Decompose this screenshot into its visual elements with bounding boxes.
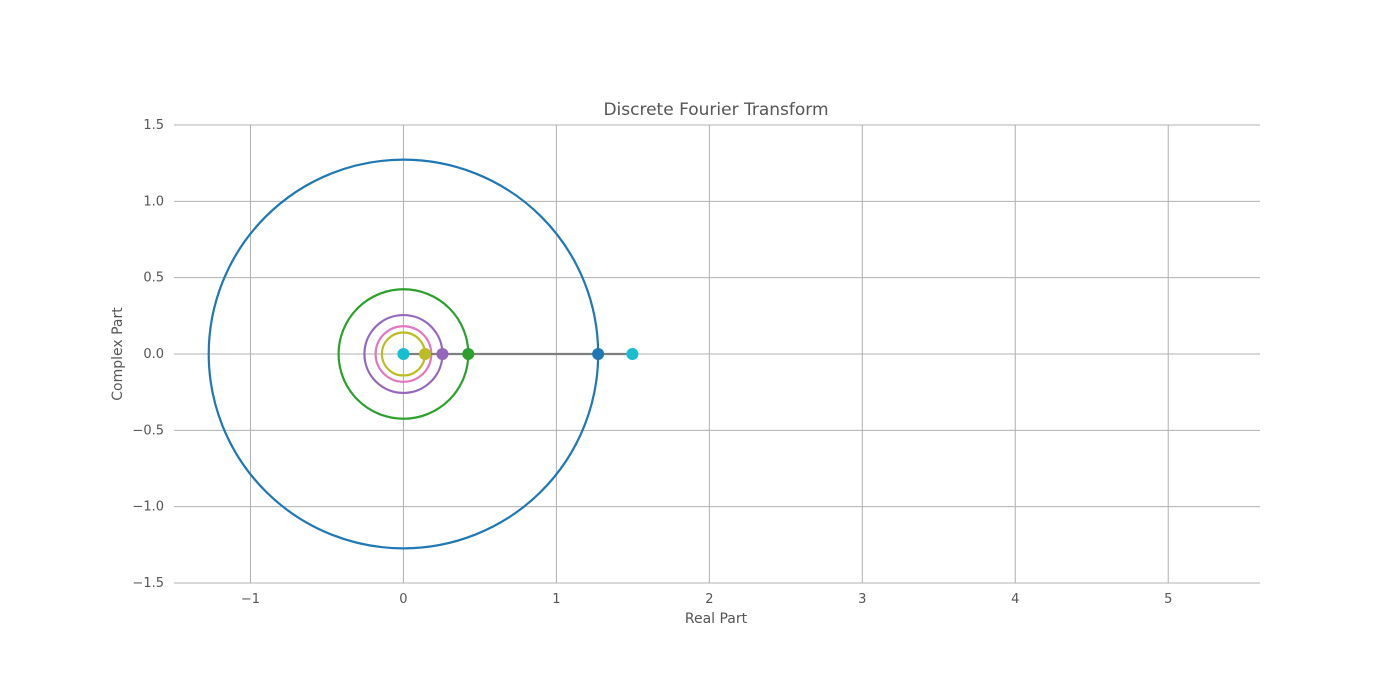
points <box>397 348 639 360</box>
y-tick-label: 0.0 <box>143 347 164 362</box>
x-tick-label: 4 <box>1011 592 1019 607</box>
grid <box>174 124 1260 584</box>
y-tick-label: −1.5 <box>132 576 164 591</box>
y-tick-label: 1.0 <box>143 194 164 209</box>
x-tick-label: −1 <box>241 592 260 607</box>
x-tick-label: 5 <box>1164 592 1172 607</box>
x-tick-label: 2 <box>705 592 713 607</box>
y-axis-title: Complex Part <box>110 307 126 401</box>
data-point <box>462 348 475 360</box>
x-tick-label: 0 <box>399 592 407 607</box>
data-point <box>592 348 605 360</box>
y-tick-label: −0.5 <box>132 423 164 438</box>
x-tick-labels: −1 0 1 2 3 4 5 <box>241 592 1172 607</box>
y-tick-label: 1.5 <box>143 118 164 133</box>
x-tick-label: 3 <box>858 592 866 607</box>
data-point <box>626 348 639 360</box>
y-tick-label: 0.5 <box>143 271 164 286</box>
data-point <box>419 348 432 360</box>
chart-title: Discrete Fourier Transform <box>603 100 828 120</box>
x-tick-label: 1 <box>552 592 560 607</box>
data-point <box>397 348 410 360</box>
y-tick-labels: −1.5 −1.0 −0.5 0.0 0.5 1.0 1.5 <box>132 118 164 591</box>
x-axis-title: Real Part <box>685 611 748 627</box>
y-tick-label: −1.0 <box>132 500 164 515</box>
data-point <box>436 348 449 360</box>
